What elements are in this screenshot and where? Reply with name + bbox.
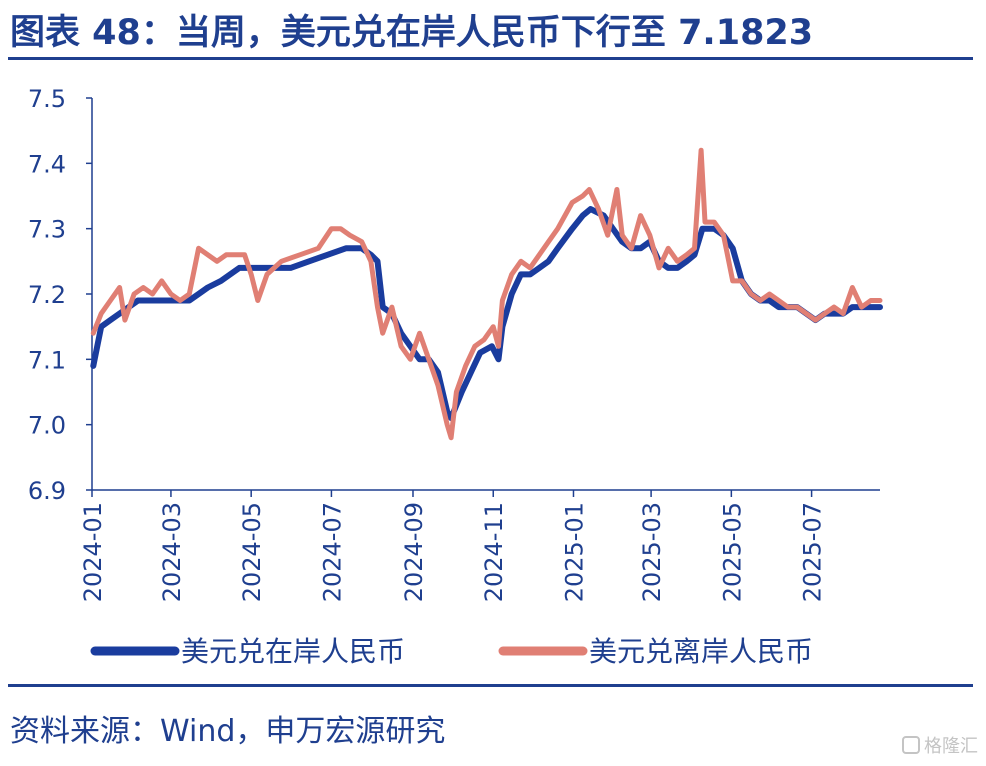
y-tick-label: 7.4 bbox=[28, 150, 66, 178]
watermark-text: 格隆汇 bbox=[924, 736, 978, 757]
x-tick-label: 2024-03 bbox=[158, 502, 186, 602]
watermark: 格隆汇 bbox=[902, 732, 978, 758]
title-rule bbox=[8, 57, 973, 60]
series-layer bbox=[90, 147, 883, 441]
watermark-logo-icon bbox=[902, 736, 920, 754]
x-tick-label: 2025-07 bbox=[799, 502, 827, 602]
x-tick-label: 2024-05 bbox=[238, 502, 266, 602]
legend-label-1: 美元兑在岸人民币 bbox=[181, 635, 405, 668]
y-tick-label: 6.9 bbox=[28, 477, 66, 505]
x-tick-label: 2024-09 bbox=[400, 502, 428, 602]
x-tick-label: 2025-03 bbox=[638, 502, 666, 602]
y-tick-label: 7.3 bbox=[28, 216, 66, 244]
x-tick-label: 2024-01 bbox=[79, 502, 107, 602]
y-tick-label: 7.0 bbox=[28, 412, 66, 440]
x-tick-label: 2024-07 bbox=[318, 502, 346, 602]
y-tick-label: 7.5 bbox=[28, 85, 66, 113]
y-tick-label: 7.2 bbox=[28, 281, 66, 309]
footer-rule bbox=[8, 684, 973, 687]
x-tick-label: 2025-05 bbox=[718, 502, 746, 602]
chart-legend: 美元兑在岸人民币 美元兑离岸人民币 bbox=[90, 635, 813, 668]
x-tick-label: 2024-11 bbox=[480, 502, 508, 602]
chart-title: 图表 48：当周，美元兑在岸人民币下行至 7.1823 bbox=[10, 13, 814, 53]
x-tick-label: 2025-01 bbox=[560, 502, 588, 602]
series-line-2 bbox=[90, 147, 883, 441]
source-note: 资料来源：Wind，申万宏源研究 bbox=[10, 714, 446, 749]
chart-axes: 6.9 7.0 7.1 7.2 7.3 7.4 7.5 2024-01 2024-03 2024-… bbox=[28, 85, 880, 602]
y-tick-label: 7.1 bbox=[28, 346, 66, 374]
series-line-1 bbox=[90, 206, 883, 422]
legend-label-2: 美元兑离岸人民币 bbox=[589, 635, 813, 668]
